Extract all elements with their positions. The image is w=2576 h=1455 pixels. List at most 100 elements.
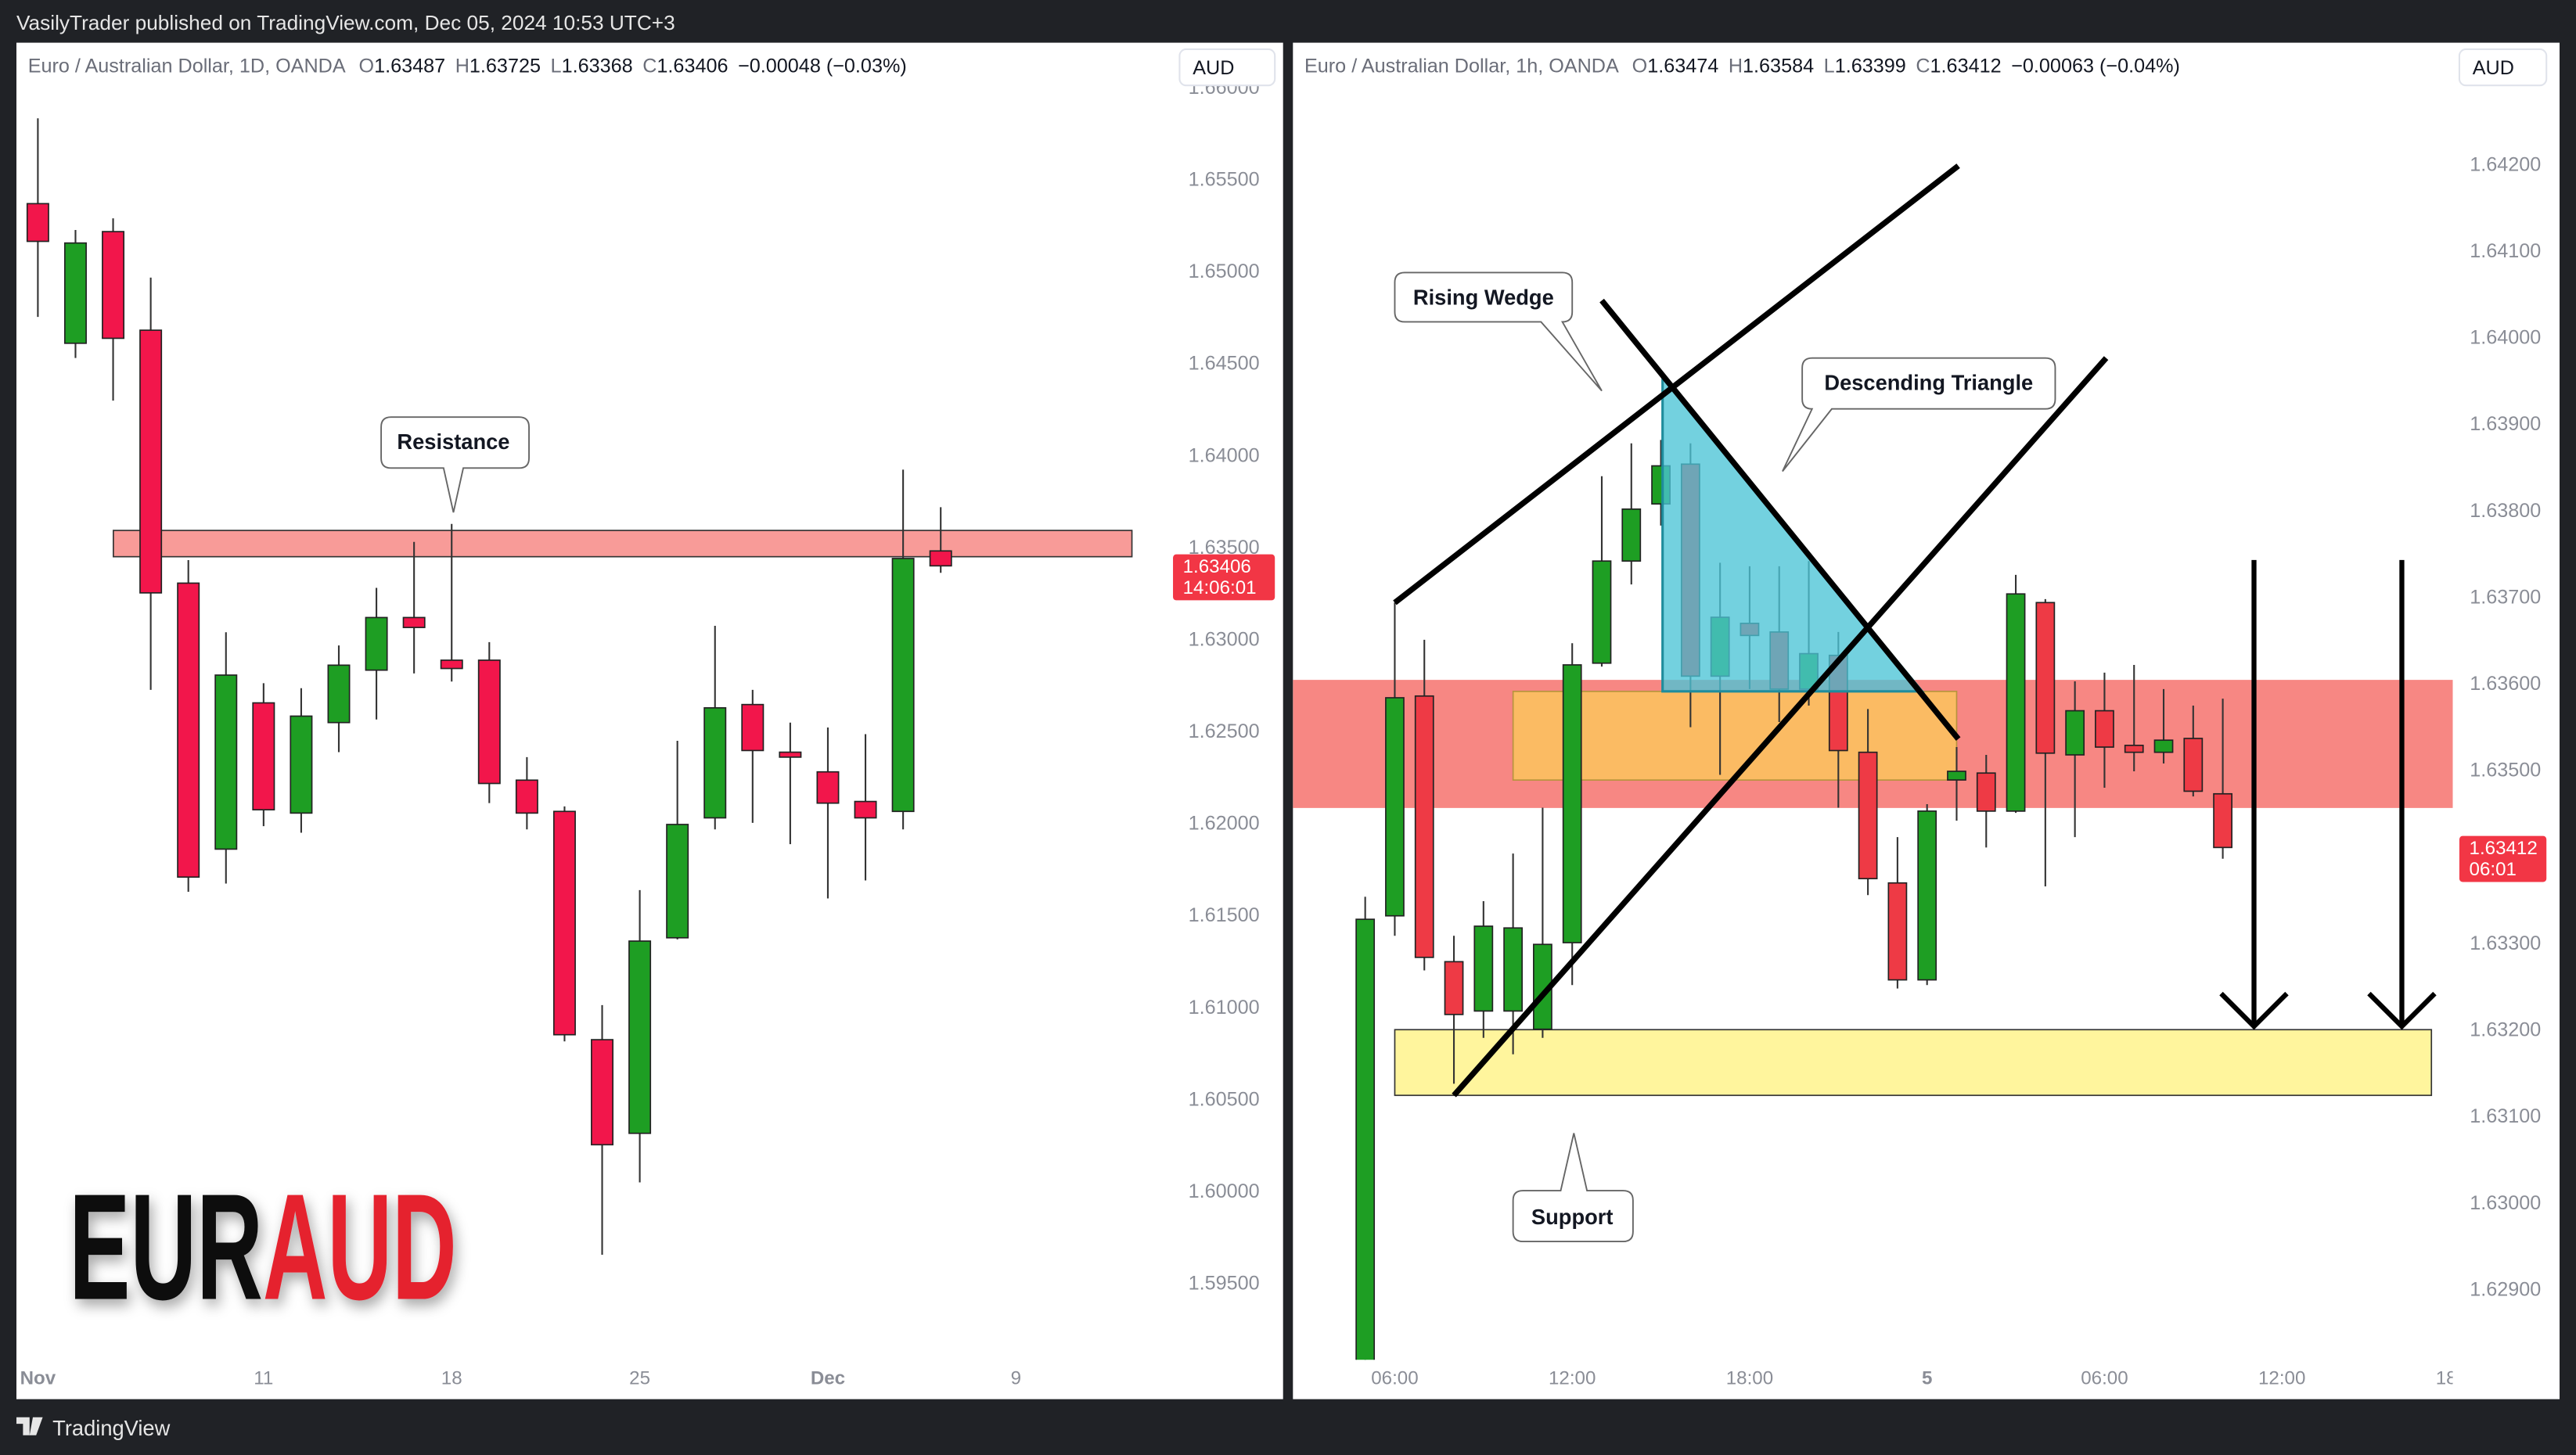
resistance-zone	[113, 530, 1133, 558]
callout-box	[1394, 271, 1603, 392]
ohlc-label: L	[1824, 55, 1835, 77]
change: −0.00063 (−0.04%)	[2011, 55, 2180, 77]
candle-body	[1858, 751, 1878, 880]
y-tick-label: 1.63000	[1189, 628, 1260, 650]
candle-body	[440, 659, 463, 670]
y-tick-label: 1.64200	[2470, 153, 2541, 175]
candle-body	[891, 558, 915, 813]
arrow-head	[2219, 991, 2289, 1030]
symbol-title: Euro / Australian Dollar, 1h, OANDA	[1304, 55, 1619, 77]
candle-body	[327, 664, 351, 724]
candle-body	[779, 751, 802, 758]
ohlc-legend: Euro / Australian Dollar, 1h, OANDA O 1.63…	[1304, 55, 2180, 77]
price-tag	[1173, 554, 1275, 601]
y-tick-label: 1.60500	[1189, 1088, 1260, 1110]
triangle-line	[1599, 298, 1961, 742]
y-tick-label: 1.59500	[1189, 1272, 1260, 1294]
y-tick-label: 1.62500	[1189, 720, 1260, 742]
currency-box[interactable]	[2458, 48, 2548, 87]
candle-body	[1562, 664, 1582, 943]
watermark-eur: EUR	[69, 1162, 263, 1331]
x-axis: Nov 11 18 25 Dec 9	[20, 1368, 1021, 1389]
header-text: VasilyTrader published on TradingView.co…	[16, 11, 675, 34]
candle-body	[2065, 710, 2085, 756]
y-tick-label: 1.64100	[2470, 240, 2541, 262]
x-tick-label: 12:00	[2258, 1368, 2305, 1389]
currency: AUD	[1193, 57, 1234, 79]
candle-body	[1976, 772, 1996, 812]
ohlc-value: 1.63399	[1835, 55, 1906, 77]
y-tick-label: 1.63100	[2470, 1105, 2541, 1127]
candle-body	[139, 329, 163, 594]
x-tick-label: 12:00	[1549, 1368, 1596, 1389]
candle-body	[252, 702, 275, 810]
ohlc-value: 1.63412	[1930, 55, 2002, 77]
arrow-head	[2367, 991, 2437, 1030]
callout-label: Rising Wedge	[1413, 285, 1554, 309]
candle-body	[1887, 882, 1908, 981]
y-tick-label: 1.64000	[2470, 327, 2541, 349]
candle-body	[177, 582, 200, 878]
left-axes: 1.59500 1.60000 1.60500 1.61000 1.61500 1.620…	[20, 77, 1260, 1389]
ohlc-value: 1.63725	[470, 55, 541, 77]
left-candles	[26, 118, 952, 1255]
candle-body	[102, 231, 125, 340]
x-tick-label: Dec	[811, 1368, 845, 1389]
y-tick-label: 1.63600	[2470, 673, 2541, 695]
candle-body	[666, 824, 689, 939]
price-tag-value: 1.63412	[2470, 838, 2538, 859]
callout-label: Support	[1531, 1205, 1614, 1229]
candle-body	[2035, 602, 2056, 754]
y-tick-label: 1.62900	[2470, 1278, 2541, 1300]
candle-body	[26, 203, 49, 242]
candle-body	[1503, 927, 1524, 1012]
candle-body	[2006, 593, 2026, 812]
ohlc-label: C	[642, 55, 657, 77]
y-tick-label: 1.65500	[1189, 169, 1260, 191]
candle-body	[552, 810, 576, 1036]
ohlc-label: O	[1632, 55, 1648, 77]
wedge-upper	[1393, 163, 1960, 605]
y-tick-label: 1.63700	[2470, 586, 2541, 608]
ohlc-label: L	[551, 55, 562, 77]
candle-body	[2153, 739, 2174, 753]
x-axis: 06:00 12:00 18:00 5 06:00 12:00 18:00	[1371, 1368, 2452, 1389]
candle-body	[515, 779, 538, 814]
y-tick-label: 1.64000	[1189, 444, 1260, 466]
candle-body	[290, 715, 313, 814]
ohlc-label: H	[455, 55, 470, 77]
price-tag-countdown: 14:06:01	[1183, 577, 1257, 598]
y-tick-label: 1.63200	[2470, 1019, 2541, 1041]
triangle-base-zone	[1512, 690, 1958, 781]
candle-body	[2183, 738, 2204, 792]
candle-body	[1355, 918, 1376, 1360]
ohlc-label: C	[1916, 55, 1930, 77]
candle-body	[477, 659, 501, 785]
x-tick-label: 06:00	[2081, 1368, 2128, 1389]
ohlc-legend: Euro / Australian Dollar, 1D, OANDA O1.63…	[28, 55, 907, 77]
candle-body	[1917, 810, 1937, 981]
right-axes: 1.62900 1.63000 1.63100 1.63200 1.63300 1.634…	[1371, 153, 2541, 1389]
currency-box[interactable]	[1178, 48, 1276, 87]
callout-box	[380, 416, 530, 513]
callout-box	[1512, 1133, 1634, 1243]
currency: AUD	[2473, 57, 2514, 79]
candle-body	[1385, 697, 1405, 917]
candle-body	[402, 616, 426, 628]
x-tick-label: 9	[1011, 1368, 1021, 1389]
left-drawings	[113, 530, 1133, 558]
footer-brand: TradingView	[52, 1416, 170, 1440]
candle-body	[214, 674, 238, 850]
y-tick-label: 1.60000	[1189, 1180, 1260, 1202]
wedge-lower	[1452, 356, 2109, 1098]
candle-body	[1473, 925, 1494, 1012]
candle-body	[703, 707, 727, 819]
x-tick-label: 18	[441, 1368, 462, 1389]
candle-body	[63, 242, 87, 344]
candle-body	[1444, 961, 1464, 1015]
y-tick-label: 1.63000	[2470, 1192, 2541, 1214]
support-zone	[1394, 1029, 2433, 1097]
y-tick-label: 1.63800	[2470, 500, 2541, 522]
